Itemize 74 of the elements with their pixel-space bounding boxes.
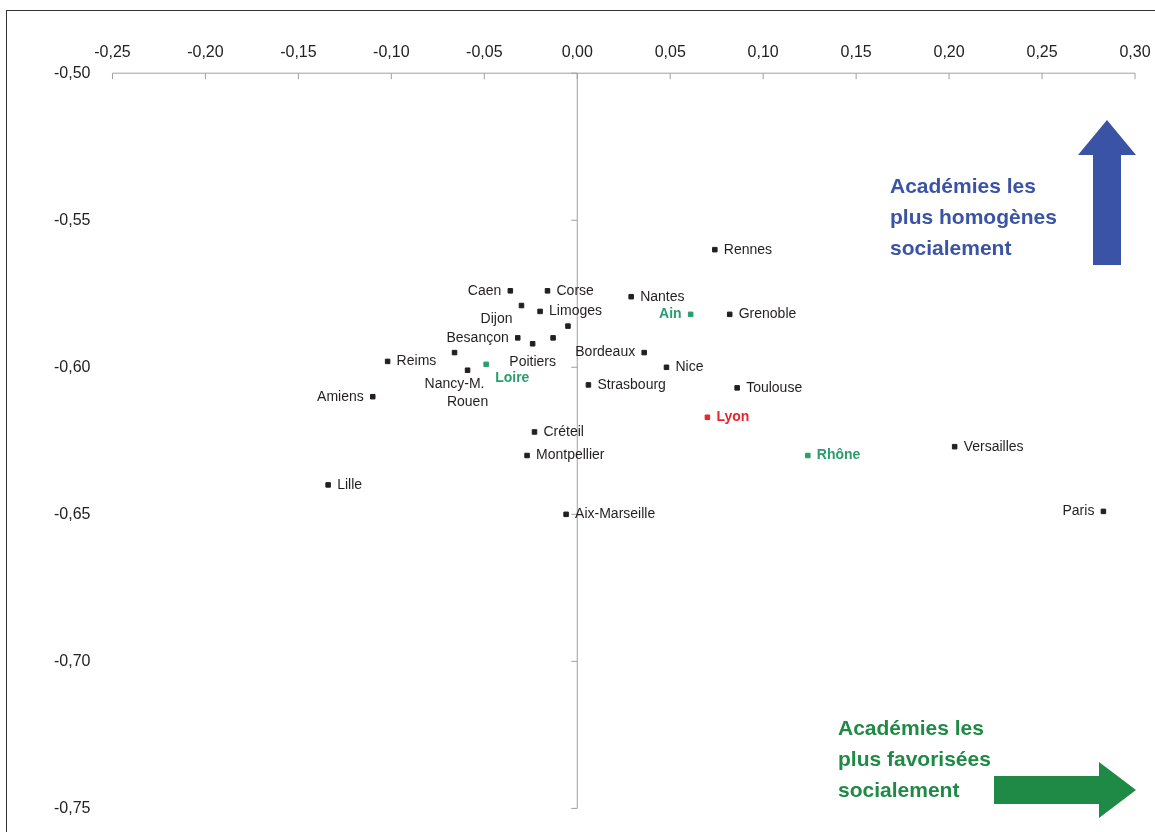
y-tick-label: -0,60 [54,357,91,375]
point [565,323,571,329]
point [712,246,718,253]
annotation: Bordeaux [575,343,636,360]
point [585,382,592,388]
annotation: Caen [467,281,502,298]
point [384,358,391,365]
y-tick-label: -0,65 [54,504,91,522]
x-tick-label: -0,05 [466,43,503,61]
annotation: Académies les plus homogènes socialement [890,173,1058,261]
annotation: Poitiers [509,352,556,369]
x-tick-label: 0,15 [840,43,872,61]
point [537,308,543,315]
point [628,293,634,300]
annotation: Corse [556,281,595,298]
y-tick-label: -0,55 [54,210,91,228]
point [663,364,670,371]
point [563,511,569,518]
x-tick-label: 0,10 [747,43,779,61]
annotation: Nice [675,358,704,375]
x-tick-label: 0,20 [933,43,965,61]
annotation: Académies les plus favorisées socialement [838,715,992,803]
annotation: Dijon [480,310,513,327]
point [951,443,958,450]
point [369,393,376,400]
point [550,335,556,341]
annotation: Créteil [543,422,584,439]
point [704,414,711,421]
annotation: Versailles [963,437,1024,454]
x-tick-label: 0,25 [1026,43,1058,61]
point [734,385,740,391]
annotation: Rouen [446,393,489,410]
point [524,452,530,459]
point [483,361,489,368]
annotation: Nantes [640,287,685,304]
annotation: Strasbourg [597,375,666,392]
point [687,311,694,318]
annotation: Reims [396,352,437,369]
x-tick-label: -0,10 [373,43,410,61]
annotation: Nancy-M. [424,375,485,392]
point [464,367,471,373]
x-tick-label: -0,25 [94,43,131,61]
annotation: Loire [495,369,530,386]
x-tick-label: -0,20 [187,43,224,61]
annotation: Grenoble [738,305,797,322]
point [325,482,331,488]
point [531,429,538,435]
annotation: Lille [337,475,363,492]
annotation: Rhône [816,446,861,463]
x-tick-label: 0,30 [1119,43,1151,61]
x-tick-label: -0,15 [280,43,317,61]
annotation: Lyon [716,408,750,425]
annotation: Limoges [549,302,602,319]
point [805,452,811,459]
annotation: Toulouse [746,378,803,395]
annotation: Aix-Marseille [575,505,656,522]
annotation: Ain [659,305,682,322]
point [641,349,647,356]
point [515,335,521,341]
annotation: Amiens [317,387,364,404]
y-tick-label: -0,50 [54,63,91,81]
x-tick-label: 0,05 [654,43,686,61]
annotation: Rennes [723,240,773,257]
annotation: Montpellier [536,446,605,463]
annotation: Paris [1062,502,1095,519]
point [726,311,733,318]
y-tick-label: -0,75 [54,798,91,816]
point [529,340,536,347]
x-tick-label: 0,00 [561,43,593,61]
y-tick-label: -0,70 [54,651,91,669]
annotation: Besançon [446,328,509,345]
point [507,288,514,294]
point [544,288,551,294]
point [1100,508,1107,515]
